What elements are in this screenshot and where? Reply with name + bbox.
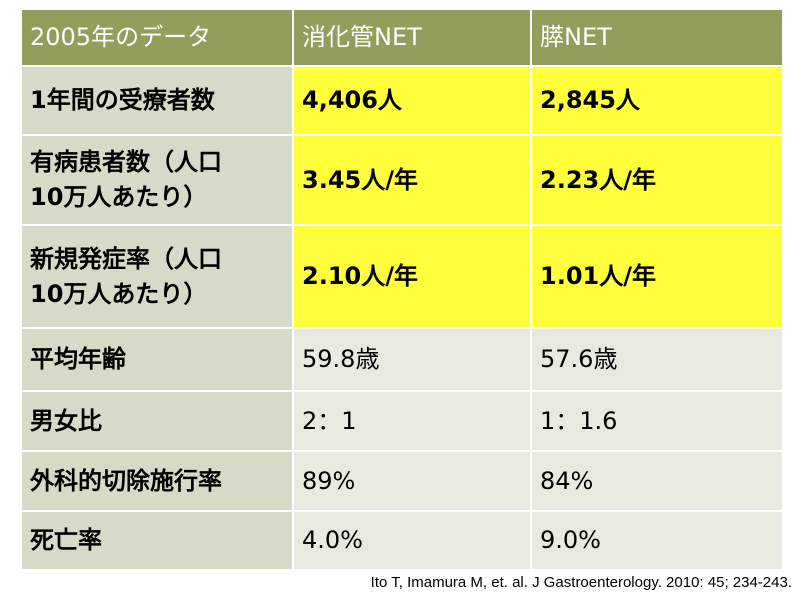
table-cell: 2：1 — [292, 390, 532, 452]
row-label: 男女比 — [20, 390, 294, 452]
table-cell: 3.45人/年 — [292, 134, 532, 226]
table-cell: 2,845人 — [530, 65, 784, 136]
header-cell: 消化管NET — [292, 8, 532, 67]
header-cell: 膵NET — [530, 8, 784, 67]
table-cell: 1.01人/年 — [530, 224, 784, 329]
row-label: 新規発症率（人口 10万人あたり） — [20, 224, 294, 329]
table-cell: 9.0% — [530, 510, 784, 571]
table-row: 死亡率 4.0% 9.0% — [20, 510, 784, 571]
citation: Ito T, Imamura M, et. al. J Gastroentero… — [370, 574, 792, 591]
row-label: 死亡率 — [20, 510, 294, 571]
table-row: 1年間の受療者数 4,406人 2,845人 — [20, 65, 784, 136]
table-row: 平均年齢 59.8歳 57.6歳 — [20, 327, 784, 392]
table-cell: 4.0% — [292, 510, 532, 571]
row-label: 1年間の受療者数 — [20, 65, 294, 136]
table-cell: 2.10人/年 — [292, 224, 532, 329]
table-row: 外科的切除施行率 89% 84% — [20, 450, 784, 512]
table-cell: 2.23人/年 — [530, 134, 784, 226]
table-row: 有病患者数（人口 10万人あたり） 3.45人/年 2.23人/年 — [20, 134, 784, 226]
row-label: 平均年齢 — [20, 327, 294, 392]
table-cell: 1：1.6 — [530, 390, 784, 452]
table-cell: 4,406人 — [292, 65, 532, 136]
table-cell: 89% — [292, 450, 532, 512]
table-row: 新規発症率（人口 10万人あたり） 2.10人/年 1.01人/年 — [20, 224, 784, 329]
data-table: 2005年のデータ 消化管NET 膵NET 1年間の受療者数 4,406人 2,845人… — [20, 8, 784, 571]
table-cell: 57.6歳 — [530, 327, 784, 392]
header-row: 2005年のデータ 消化管NET 膵NET — [20, 8, 784, 67]
table-cell: 59.8歳 — [292, 327, 532, 392]
table-row: 男女比 2：1 1：1.6 — [20, 390, 784, 452]
header-cell: 2005年のデータ — [20, 8, 294, 67]
row-label: 外科的切除施行率 — [20, 450, 294, 512]
table-cell: 84% — [530, 450, 784, 512]
row-label: 有病患者数（人口 10万人あたり） — [20, 134, 294, 226]
